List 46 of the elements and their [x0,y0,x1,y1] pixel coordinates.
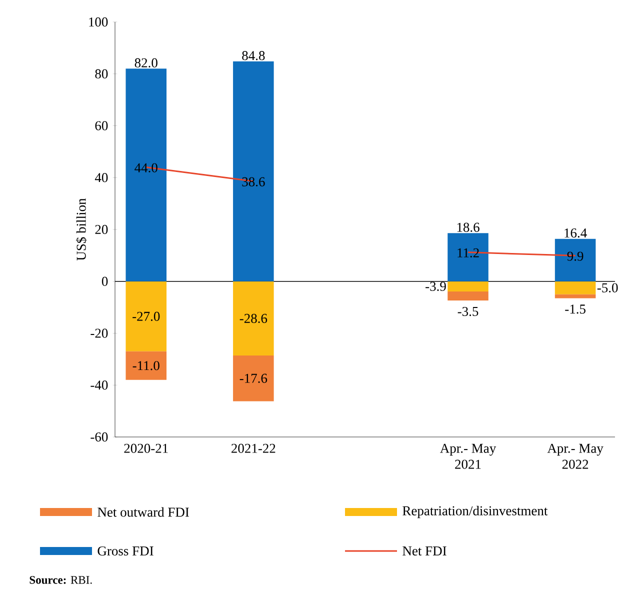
data-label: 82.0 [134,58,158,68]
x-tick-label: 2020-21 [124,444,168,453]
y-tick-label: -20 [90,328,108,338]
data-label: 16.4 [564,228,587,238]
y-tick-label: 20 [95,224,108,234]
data-label: 9.9 [567,252,584,261]
y-tick-label: 60 [95,121,108,130]
y-tick-label: -60 [90,432,108,442]
text: Source: RBI. [30,576,92,584]
data-label: 11.2 [458,248,479,258]
data-label: 38.6 [242,177,265,186]
data-label: -5.0 [597,283,618,292]
data-label: -11.0 [132,361,160,370]
legend-label: Net outward FDI [98,507,189,517]
data-label: -28.6 [240,314,268,324]
y-tick-label: 0 [102,276,108,286]
legend-label: Repatriation/disinvestment [402,506,548,518]
data-label: 84.8 [242,51,265,60]
bar [448,233,488,282]
y-tick-label: -40 [90,380,108,390]
bar [126,281,167,352]
bar [233,356,274,402]
y-tick-label: 100 [89,17,108,27]
y-axis-title: US$ billion [76,198,87,261]
y-tick-label: 40 [94,173,108,182]
data-label: -3.5 [458,306,478,316]
bar [554,238,596,282]
legend-label: Gross FDI [98,546,154,556]
data-label: 18.6 [457,222,480,232]
bar [126,351,167,380]
data-label: 44.0 [134,163,158,172]
data-label: -27.0 [132,312,160,321]
data-label: -1.5 [565,304,586,314]
bar [554,281,596,294]
x-tick-label: Apr.- May 2021 [440,444,496,469]
bar [233,281,274,356]
bar [233,61,274,282]
bar [448,291,488,301]
bar [126,68,167,282]
bar [448,281,488,292]
x-tick-label: 2021-22 [232,444,276,453]
y-tick-label: 80 [95,69,108,78]
x-tick-label: Apr.- May 2022 [547,444,604,469]
data-label: -17.6 [240,374,268,383]
legend-label: Net FDI [402,546,446,556]
data-label: -3.9 [426,282,446,291]
